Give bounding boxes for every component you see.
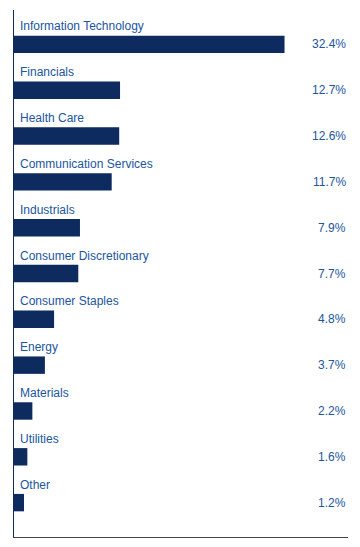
svg-text:12.7%: 12.7% <box>312 83 346 97</box>
svg-text:1.2%: 1.2% <box>318 496 346 510</box>
svg-text:Energy: Energy <box>20 340 58 354</box>
svg-text:3.7%: 3.7% <box>318 358 346 372</box>
svg-text:11.7%: 11.7% <box>313 175 346 189</box>
svg-text:Financials: Financials <box>20 65 74 79</box>
svg-text:Utilities: Utilities <box>20 432 59 446</box>
svg-text:1.6%: 1.6% <box>318 450 346 464</box>
svg-text:Industrials: Industrials <box>20 203 75 217</box>
svg-text:Information Technology: Information Technology <box>20 19 144 33</box>
svg-text:Communication Services: Communication Services <box>20 157 153 171</box>
svg-text:Other: Other <box>20 478 50 492</box>
svg-text:Materials: Materials <box>20 386 69 400</box>
svg-text:Health Care: Health Care <box>20 111 84 125</box>
svg-text:Consumer Staples: Consumer Staples <box>20 294 119 308</box>
svg-text:32.4%: 32.4% <box>312 37 346 51</box>
svg-text:7.7%: 7.7% <box>318 267 346 281</box>
svg-text:7.9%: 7.9% <box>318 221 346 235</box>
svg-text:Consumer Discretionary: Consumer Discretionary <box>20 249 149 263</box>
svg-text:4.8%: 4.8% <box>318 312 346 326</box>
svg-text:12.6%: 12.6% <box>312 129 346 143</box>
svg-text:2.2%: 2.2% <box>318 404 346 418</box>
